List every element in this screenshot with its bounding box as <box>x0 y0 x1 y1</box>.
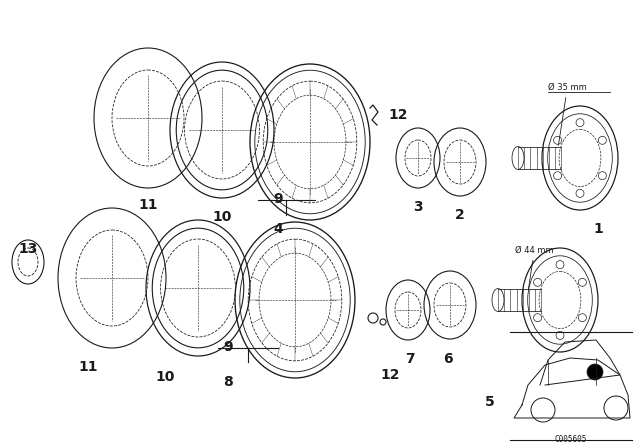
Text: 7: 7 <box>405 352 415 366</box>
Text: 10: 10 <box>212 210 232 224</box>
Text: 10: 10 <box>156 370 175 384</box>
Text: 8: 8 <box>223 375 233 389</box>
Text: C005605: C005605 <box>555 435 587 444</box>
Text: 1: 1 <box>593 222 603 236</box>
Text: 9: 9 <box>273 192 283 206</box>
Text: 6: 6 <box>443 352 453 366</box>
Text: 9: 9 <box>223 340 233 354</box>
Text: 2: 2 <box>455 208 465 222</box>
Text: Ø 35 mm: Ø 35 mm <box>548 83 587 145</box>
Text: 12: 12 <box>388 108 408 122</box>
Circle shape <box>587 364 603 380</box>
Text: 4: 4 <box>273 222 283 236</box>
Text: 12: 12 <box>380 368 400 382</box>
Text: 11: 11 <box>78 360 98 374</box>
Text: Ø 44 mm: Ø 44 mm <box>515 246 554 289</box>
Text: 3: 3 <box>413 200 423 214</box>
Text: 11: 11 <box>138 198 157 212</box>
Text: 13: 13 <box>19 242 38 256</box>
Text: 5: 5 <box>485 395 495 409</box>
